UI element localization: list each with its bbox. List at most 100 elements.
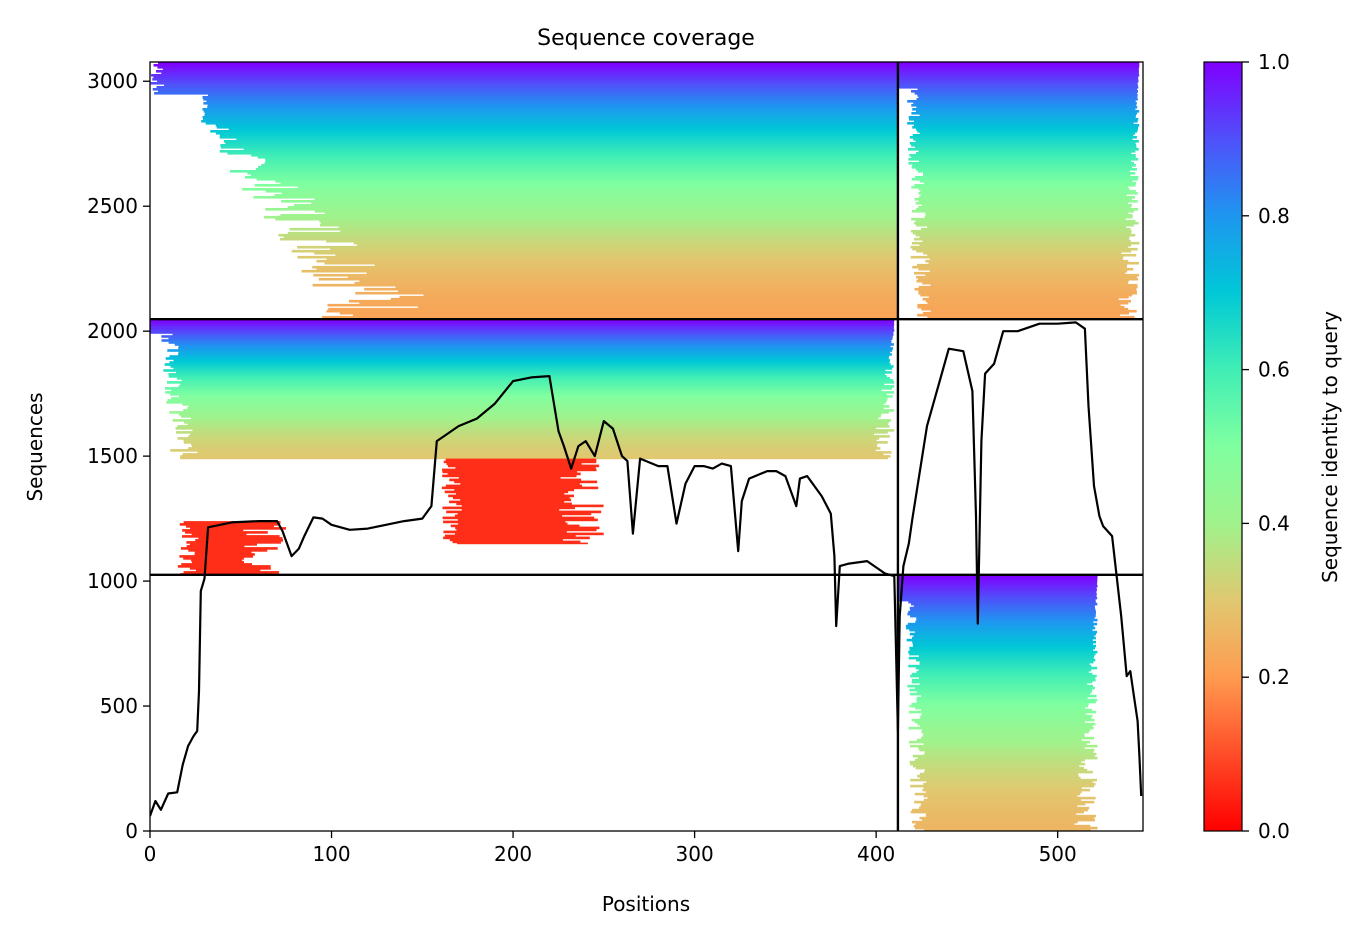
heat-row [924, 770, 1093, 774]
heat-row [280, 214, 898, 217]
heat-row [897, 72, 1139, 75]
heat-row [922, 788, 1091, 792]
heat-row [897, 576, 1098, 580]
heat-row [229, 170, 898, 173]
heat-row [280, 182, 898, 185]
heat-row [454, 480, 598, 484]
heat-row [924, 828, 1091, 831]
heat-row [911, 680, 1093, 684]
heat-row [311, 202, 898, 205]
heat-row [920, 736, 1094, 740]
heat-row [915, 666, 1098, 670]
heat-row [925, 259, 1129, 263]
heat-row [182, 535, 280, 538]
heat-row [191, 559, 243, 562]
heat-row [156, 86, 898, 89]
heat-row [928, 261, 1139, 265]
heat-row [910, 229, 1132, 233]
heat-row [168, 375, 887, 378]
heat-row [908, 726, 1094, 730]
heat-row [912, 640, 1096, 644]
heat-row [925, 768, 1088, 772]
heat-row [170, 365, 894, 368]
heat-row [924, 215, 1133, 219]
heat-row [458, 476, 561, 480]
heat-row [910, 778, 1097, 782]
heat-row [179, 523, 278, 526]
heat-row [916, 738, 1082, 742]
y-tick-label: 0 [125, 819, 138, 843]
heat-row [257, 156, 898, 159]
heat-row [169, 355, 890, 358]
block-upper-left [150, 62, 899, 320]
heat-row [919, 776, 1081, 780]
heat-row [167, 399, 888, 402]
heat-row [917, 170, 1130, 173]
heat-row [461, 508, 560, 512]
heat-row [374, 263, 898, 267]
heat-row [921, 694, 1097, 698]
heat-row [220, 144, 899, 147]
heat-row [216, 126, 898, 129]
heat-row [918, 289, 1137, 293]
heat-row [443, 530, 567, 534]
heat-row [278, 233, 898, 237]
heat-row [909, 652, 1096, 656]
heat-row [914, 92, 1138, 95]
heat-row [922, 281, 1128, 285]
heat-row [916, 263, 1128, 267]
heat-row [930, 309, 1137, 313]
heat-row [287, 206, 898, 209]
heat-row [914, 800, 1095, 804]
heat-row [169, 411, 889, 414]
heat-row [923, 251, 1122, 255]
heat-row [910, 245, 1129, 249]
colorbar-tick-label: 0.6 [1258, 358, 1290, 382]
heat-row [914, 792, 1081, 796]
heat-row [340, 229, 898, 233]
heat-row [915, 233, 1136, 237]
heat-row [194, 553, 255, 556]
heat-row [189, 567, 271, 570]
heat-row [197, 451, 892, 454]
x-tick-label: 200 [494, 842, 532, 866]
heat-row [917, 130, 1138, 133]
heat-row [918, 291, 1137, 295]
heat-row [921, 708, 1092, 712]
block-lower-right [897, 574, 1098, 831]
heat-row [443, 460, 597, 464]
heat-row [448, 494, 574, 498]
coverage-line-layer [150, 321, 1143, 817]
heat-row [203, 110, 898, 113]
heat-row [897, 76, 1139, 79]
heat-row [909, 760, 1082, 764]
heat-row [912, 241, 1140, 245]
heat-row [923, 782, 1096, 786]
heat-row [918, 267, 1134, 271]
heat-row [927, 301, 1129, 305]
heat-row [215, 124, 898, 127]
heat-row [918, 160, 1132, 163]
heat-row [316, 259, 898, 263]
heat-row [236, 138, 898, 141]
heat-row [923, 172, 1136, 175]
heat-row [909, 646, 1095, 650]
block-upper-right [897, 62, 1140, 320]
heat-row [911, 678, 1096, 682]
heat-row [897, 74, 1140, 77]
heat-row [897, 84, 1138, 87]
heat-row [897, 82, 1138, 85]
x-tick-label: 400 [857, 842, 895, 866]
heat-row [912, 820, 1078, 824]
colorbar-tick-label: 1.0 [1258, 50, 1290, 74]
heat-row [909, 632, 1096, 636]
heat-row [161, 72, 898, 75]
heat-row [441, 486, 599, 490]
heat-row [911, 702, 1089, 706]
heat-row [314, 251, 898, 255]
heat-row [318, 277, 898, 281]
heat-row [455, 466, 596, 470]
heat-row [178, 347, 894, 350]
heat-row [180, 457, 888, 460]
heat-row [198, 537, 283, 540]
